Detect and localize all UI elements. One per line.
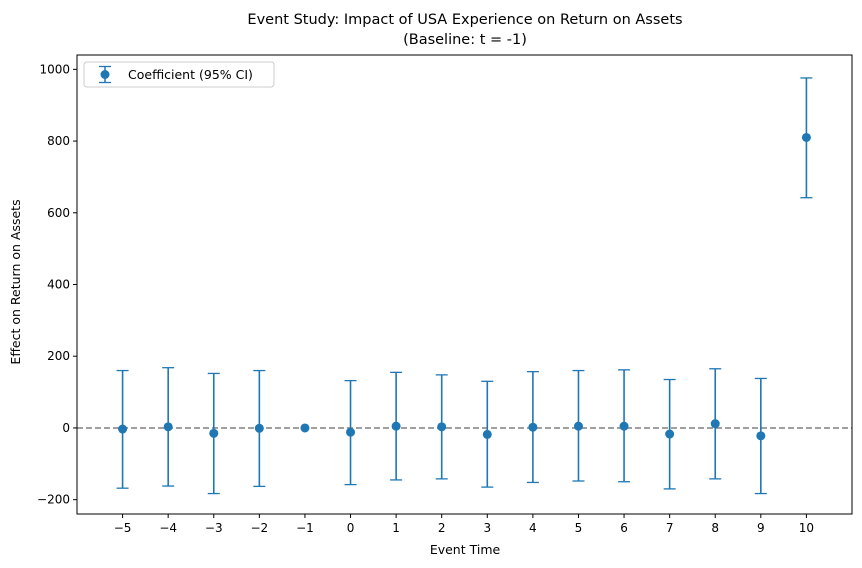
x-tick-label: 10 <box>799 521 814 535</box>
x-tick-label: 1 <box>392 521 400 535</box>
data-point-group <box>800 77 813 199</box>
data-point-group <box>572 369 585 482</box>
data-point <box>573 421 583 431</box>
data-point-group <box>390 371 403 481</box>
legend-box <box>83 61 275 88</box>
x-tick-label: 2 <box>438 521 446 535</box>
chart-subtitle: (Baseline: t = -1) <box>403 32 527 48</box>
x-tick-label: 8 <box>711 521 719 535</box>
data-point-group <box>481 380 494 488</box>
data-point <box>300 423 310 433</box>
data-point-group <box>663 378 676 490</box>
data-point-group <box>116 369 129 489</box>
x-tick-label: −4 <box>159 521 177 535</box>
legend-marker <box>100 70 110 79</box>
x-tick-label: −2 <box>251 521 269 535</box>
x-tick-label: −3 <box>205 521 223 535</box>
x-tick-label: 7 <box>666 521 674 535</box>
data-point-group <box>709 368 722 480</box>
y-tick-label: 400 <box>47 278 70 292</box>
data-point-group <box>435 374 448 480</box>
data-point <box>346 427 356 437</box>
x-tick-label: −5 <box>114 521 132 535</box>
data-point <box>482 429 492 439</box>
legend-label: Coefficient (95% CI) <box>128 67 253 82</box>
data-point <box>619 421 629 431</box>
x-axis-label: Event Time <box>430 542 501 557</box>
y-tick-label: 0 <box>62 421 70 435</box>
x-tick-label: 0 <box>347 521 355 535</box>
data-point <box>254 423 264 433</box>
y-tick-label: 600 <box>47 206 70 220</box>
y-tick-label: −200 <box>37 493 70 507</box>
y-tick-label: 800 <box>47 134 70 148</box>
data-point <box>163 422 173 432</box>
data-point <box>209 428 219 438</box>
y-tick-label: 200 <box>47 349 70 363</box>
data-point <box>756 431 766 441</box>
data-point <box>437 422 447 432</box>
x-tick-label: −1 <box>296 521 314 535</box>
data-point-group <box>344 379 357 486</box>
data-point <box>528 422 538 432</box>
legend: Coefficient (95% CI) <box>83 61 275 88</box>
axes: −5 −4 −3 −2 −1 0 1 2 3 4 5 6 7 8 9 10 −200 0 200 400 600 800 1… <box>37 54 853 535</box>
x-tick-label: 6 <box>620 521 628 535</box>
x-tick-label: 4 <box>529 521 537 535</box>
data-point <box>118 424 128 434</box>
y-axis-label: Effect on Return on Assets <box>8 199 23 364</box>
data-point-group <box>300 423 310 433</box>
data-point-group <box>207 372 220 495</box>
data-point <box>801 132 811 142</box>
y-tick-label: 1000 <box>39 62 70 76</box>
data-point <box>391 421 401 431</box>
chart-title: Event Study: Impact of USA Experience on… <box>247 12 682 28</box>
data-point-group <box>526 370 539 484</box>
data-marks <box>116 77 813 495</box>
data-point <box>665 429 675 439</box>
data-point-group <box>162 367 175 487</box>
data-point-group <box>754 377 767 495</box>
data-point-group <box>253 369 266 488</box>
data-point-group <box>618 369 631 483</box>
x-tick-label: 9 <box>757 521 765 535</box>
x-tick-label: 3 <box>483 521 491 535</box>
data-point <box>710 419 720 429</box>
x-tick-label: 5 <box>575 521 583 535</box>
